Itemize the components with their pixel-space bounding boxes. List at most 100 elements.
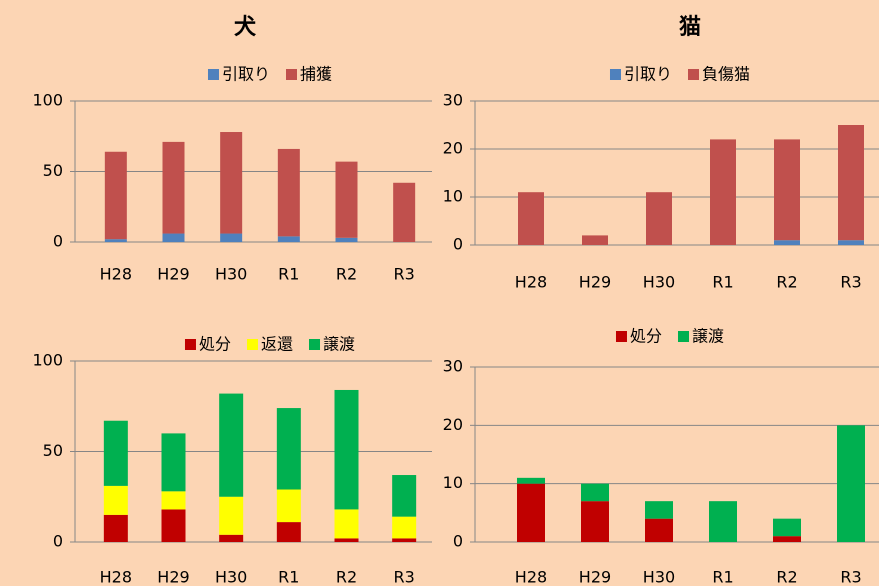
x-tick-label: R3 bbox=[840, 273, 861, 292]
bar-segment bbox=[276, 489, 301, 523]
legend-swatch bbox=[184, 339, 196, 350]
x-tick-label: H30 bbox=[643, 568, 675, 586]
x-tick-label: R1 bbox=[278, 568, 299, 586]
legend-label: 処分 bbox=[630, 327, 662, 346]
x-tick-label: R1 bbox=[712, 568, 733, 586]
bar-segment bbox=[837, 425, 865, 542]
bar-segment bbox=[277, 236, 300, 242]
bar-segment bbox=[103, 514, 128, 542]
bar-segment bbox=[276, 408, 301, 490]
y-tick-label: 30 bbox=[443, 357, 463, 376]
legend-label: 譲渡 bbox=[692, 327, 724, 346]
x-tick-label: R1 bbox=[712, 273, 733, 292]
bar-segment bbox=[392, 516, 417, 539]
bar-segment bbox=[335, 161, 358, 238]
bar-segment bbox=[103, 420, 128, 486]
bar-segment bbox=[161, 433, 186, 492]
bar-segment bbox=[518, 192, 544, 245]
bar-segment bbox=[392, 475, 417, 517]
y-tick-label: 0 bbox=[453, 235, 463, 254]
bar-segment bbox=[709, 501, 737, 542]
bar-segment bbox=[392, 538, 417, 542]
bar-segment bbox=[335, 237, 358, 242]
x-tick-label: H29 bbox=[157, 265, 189, 284]
x-tick-label: R3 bbox=[394, 265, 415, 284]
legend-swatch bbox=[615, 331, 627, 342]
y-tick-label: 0 bbox=[53, 232, 63, 251]
y-tick-label: 100 bbox=[32, 91, 63, 110]
x-tick-label: R2 bbox=[776, 568, 797, 586]
y-tick-label: 20 bbox=[443, 139, 463, 158]
bar-segment bbox=[774, 240, 800, 245]
y-tick-label: 100 bbox=[32, 351, 63, 370]
legend-label: 捕獲 bbox=[300, 65, 332, 84]
bar-segment bbox=[838, 125, 864, 241]
bar-segment bbox=[219, 534, 244, 542]
x-tick-label: H28 bbox=[100, 568, 132, 586]
x-tick-label: H30 bbox=[643, 273, 675, 292]
bar-segment bbox=[334, 538, 359, 542]
x-tick-label: R2 bbox=[336, 568, 357, 586]
y-tick-label: 30 bbox=[443, 91, 463, 110]
x-tick-label: R2 bbox=[776, 273, 797, 292]
bar-segment bbox=[104, 151, 127, 240]
bar-segment bbox=[276, 522, 301, 542]
bar-segment bbox=[710, 139, 736, 245]
y-tick-label: 10 bbox=[443, 473, 463, 492]
bar-segment bbox=[646, 192, 672, 245]
bar-segment bbox=[161, 491, 186, 510]
legend-swatch bbox=[246, 339, 258, 350]
legend-label: 返還 bbox=[261, 335, 293, 354]
legend-swatch bbox=[609, 69, 621, 80]
y-tick-label: 50 bbox=[43, 161, 63, 180]
y-tick-label: 20 bbox=[443, 415, 463, 434]
legend-swatch bbox=[678, 331, 689, 342]
bar-segment bbox=[581, 483, 609, 502]
bar-segment bbox=[773, 518, 801, 537]
x-tick-label: H28 bbox=[100, 265, 132, 284]
bar-segment bbox=[103, 485, 128, 515]
chart-title: 犬 bbox=[234, 15, 257, 40]
chart-title: 猫 bbox=[679, 15, 701, 40]
legend-label: 引取り bbox=[624, 65, 672, 84]
y-tick-label: 0 bbox=[53, 532, 63, 551]
bar-segment bbox=[161, 509, 186, 542]
x-tick-label: H29 bbox=[157, 568, 189, 586]
legend-label: 負傷猫 bbox=[702, 65, 750, 84]
bar-segment bbox=[582, 235, 608, 245]
bar-segment bbox=[219, 496, 244, 535]
legend-label: 引取り bbox=[222, 65, 270, 84]
bar-segment bbox=[773, 536, 801, 542]
bar-segment bbox=[104, 239, 127, 242]
bar-segment bbox=[219, 393, 244, 497]
bar-segment bbox=[517, 483, 545, 542]
bar-segment bbox=[162, 141, 185, 234]
x-tick-label: R1 bbox=[278, 265, 299, 284]
bar-segment bbox=[334, 389, 359, 510]
x-tick-label: H29 bbox=[579, 568, 611, 586]
bar-segment bbox=[517, 477, 545, 484]
bar-segment bbox=[334, 509, 359, 539]
bar-segment bbox=[220, 233, 243, 242]
x-tick-label: R2 bbox=[336, 265, 357, 284]
legend-swatch bbox=[309, 339, 321, 350]
y-tick-label: 50 bbox=[43, 441, 63, 460]
x-tick-label: R3 bbox=[394, 568, 415, 586]
y-tick-label: 0 bbox=[453, 532, 463, 551]
x-tick-label: H30 bbox=[215, 568, 247, 586]
bar-segment bbox=[645, 501, 673, 519]
legend-label: 譲渡 bbox=[323, 335, 355, 354]
legend-swatch bbox=[286, 69, 297, 80]
bar-segment bbox=[277, 148, 300, 237]
legend-swatch bbox=[207, 69, 219, 80]
bar-segment bbox=[645, 518, 673, 542]
x-tick-label: R3 bbox=[840, 568, 861, 586]
x-tick-label: H29 bbox=[579, 273, 611, 292]
bar-segment bbox=[393, 182, 416, 242]
x-tick-label: H28 bbox=[515, 568, 547, 586]
x-tick-label: H28 bbox=[515, 273, 547, 292]
bar-segment bbox=[220, 132, 243, 234]
y-tick-label: 10 bbox=[443, 187, 463, 206]
bar-segment bbox=[838, 240, 864, 245]
